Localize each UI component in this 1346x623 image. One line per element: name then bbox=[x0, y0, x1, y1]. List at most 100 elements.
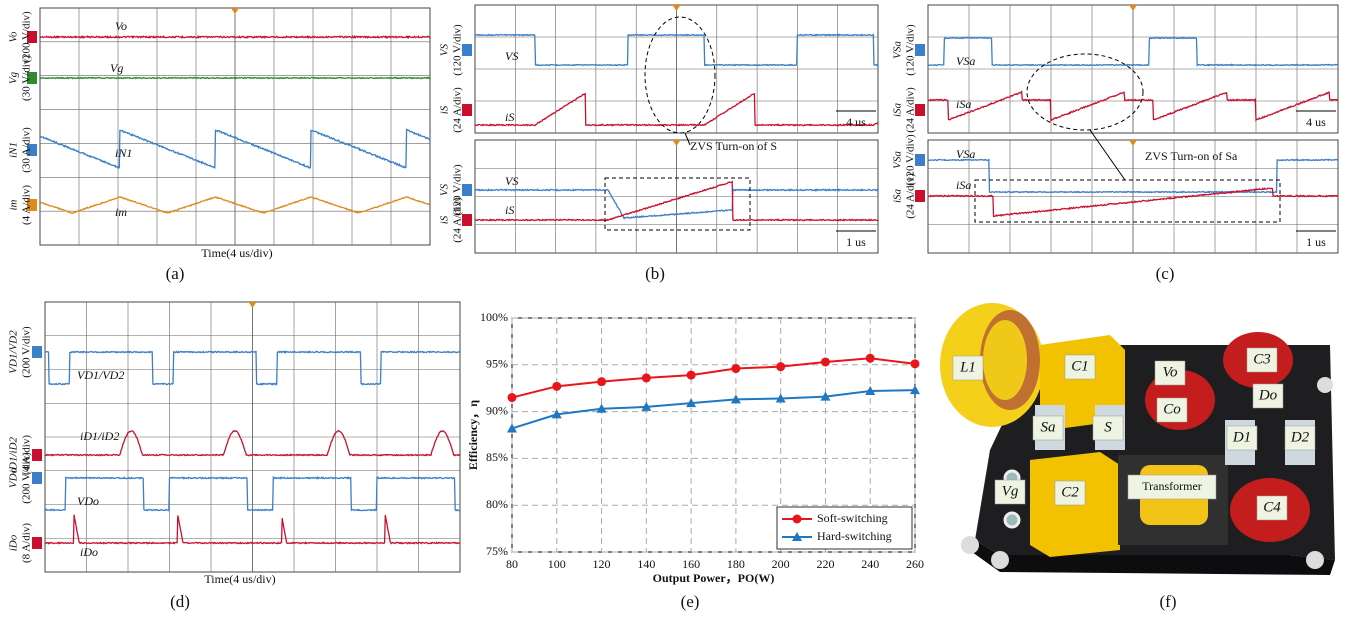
x-tick-label: 200 bbox=[772, 557, 790, 571]
trace-label: iN1 bbox=[115, 146, 132, 160]
x-axis-label: Output Power，PO(W) bbox=[653, 571, 775, 585]
trace-label: iSa bbox=[956, 97, 971, 111]
x-tick-label: 240 bbox=[861, 557, 879, 571]
series-line bbox=[511, 357, 916, 399]
label-tag bbox=[1256, 495, 1288, 521]
channel-scale: (30 A/div) bbox=[21, 127, 33, 173]
component-label: C3 bbox=[1253, 351, 1271, 367]
data-point bbox=[731, 364, 741, 374]
channel-marker bbox=[27, 72, 37, 84]
data-point bbox=[551, 409, 562, 419]
label-tag bbox=[1092, 415, 1124, 441]
time-scale: 4 us bbox=[1306, 115, 1326, 129]
highlight-ellipse bbox=[644, 16, 716, 134]
data-point bbox=[507, 423, 517, 433]
channel-symbol: VSa bbox=[892, 151, 904, 169]
arrow bbox=[1089, 129, 1126, 181]
zoom-box bbox=[604, 177, 751, 231]
channel-symbol: iDo bbox=[8, 534, 20, 551]
waveform bbox=[44, 350, 461, 386]
legend-marker bbox=[792, 532, 802, 541]
board-photo bbox=[940, 303, 1335, 575]
panel-caption: (b) bbox=[645, 264, 665, 283]
trigger-marker bbox=[672, 140, 681, 146]
y-tick-label: 100% bbox=[480, 310, 508, 324]
waveform bbox=[45, 514, 461, 545]
time-scale: 4 us bbox=[846, 115, 866, 129]
channel-scale: (120 V/div) bbox=[452, 164, 464, 216]
x-tick-label: 80 bbox=[506, 557, 518, 571]
data-point bbox=[597, 377, 607, 387]
data-point bbox=[910, 385, 920, 395]
component-label: Transformer bbox=[1142, 479, 1202, 493]
channel-marker bbox=[462, 44, 472, 56]
annotation: ZVS Turn-on of Sa bbox=[1145, 149, 1238, 163]
waveform bbox=[40, 76, 431, 80]
channel-scale: (30 V/div) bbox=[21, 55, 33, 101]
data-point bbox=[686, 398, 697, 408]
component-label: Vg bbox=[1002, 483, 1019, 499]
channel-scale: (200 V/div) bbox=[21, 326, 33, 378]
channel-scale: (8 A/div) bbox=[21, 523, 33, 563]
x-tick-label: 220 bbox=[816, 557, 834, 571]
trigger-marker bbox=[248, 302, 257, 308]
channel-scale: (200 V/div) bbox=[21, 452, 33, 504]
data-point bbox=[865, 353, 875, 363]
channel-symbol: Vo bbox=[8, 31, 20, 43]
trigger-marker bbox=[1129, 140, 1137, 146]
time-scale: 1 us bbox=[846, 235, 866, 249]
data-point bbox=[686, 370, 696, 380]
channel-scale: (120 V/div) bbox=[905, 24, 917, 76]
channel-marker bbox=[32, 472, 42, 484]
time-base: Time(4 us/div) bbox=[204, 572, 275, 586]
panel-caption: (f) bbox=[1160, 592, 1177, 611]
panel-caption: (e) bbox=[681, 592, 700, 611]
data-point bbox=[820, 391, 831, 401]
component-label: L1 bbox=[959, 359, 976, 375]
x-tick-label: 160 bbox=[682, 557, 700, 571]
waveform bbox=[39, 128, 431, 170]
component-label: C2 bbox=[1061, 484, 1079, 500]
waveform bbox=[927, 187, 1339, 218]
label-tag bbox=[952, 355, 984, 381]
highlight-ellipse bbox=[1026, 53, 1144, 131]
data-point bbox=[596, 403, 607, 413]
channel-marker bbox=[915, 154, 925, 166]
channel-scale: (24 A/div) bbox=[452, 87, 464, 133]
trace-label: VDo bbox=[77, 494, 99, 508]
channel-symbol: VS bbox=[439, 183, 451, 196]
waveform bbox=[474, 92, 879, 127]
annotation: ZVS Turn-on of S bbox=[690, 139, 777, 153]
channel-symbol: iD1/iD2 bbox=[8, 436, 20, 473]
x-tick-label: 100 bbox=[548, 557, 566, 571]
legend-marker bbox=[792, 514, 802, 524]
trace-label: VSa bbox=[956, 54, 975, 68]
legend-label: Soft-switching bbox=[817, 511, 888, 525]
panel-caption: (d) bbox=[170, 592, 190, 611]
chart: 75% 80% 85% 90% 95% 100% 80 100 120 140 160 180 200 2… bbox=[466, 310, 924, 585]
component-label: C1 bbox=[1071, 358, 1089, 374]
label-tag bbox=[1156, 397, 1188, 423]
trace-label: Vg bbox=[110, 61, 123, 75]
y-tick-label: 95% bbox=[486, 357, 508, 371]
trace-label: im bbox=[115, 205, 127, 219]
data-point bbox=[865, 386, 876, 396]
label-tag bbox=[1284, 425, 1316, 451]
zoom-box bbox=[974, 179, 1281, 223]
component-label: S bbox=[1104, 419, 1112, 435]
data-point bbox=[641, 373, 651, 383]
data-point bbox=[552, 381, 562, 391]
data-point bbox=[641, 401, 652, 411]
channel-scale: (4 A/div) bbox=[21, 435, 33, 475]
y-tick-label: 75% bbox=[486, 544, 508, 558]
channel-symbol: iSa bbox=[892, 102, 904, 117]
waveform bbox=[927, 90, 1339, 123]
channel-marker bbox=[32, 346, 42, 358]
channel-symbol: Vg bbox=[8, 71, 20, 84]
channel-symbol: VSa bbox=[892, 41, 904, 59]
waveform bbox=[39, 195, 431, 214]
label-tag bbox=[1032, 415, 1064, 441]
x-tick-label: 120 bbox=[593, 557, 611, 571]
trace-label: iS bbox=[505, 203, 514, 217]
waveform bbox=[474, 180, 879, 222]
